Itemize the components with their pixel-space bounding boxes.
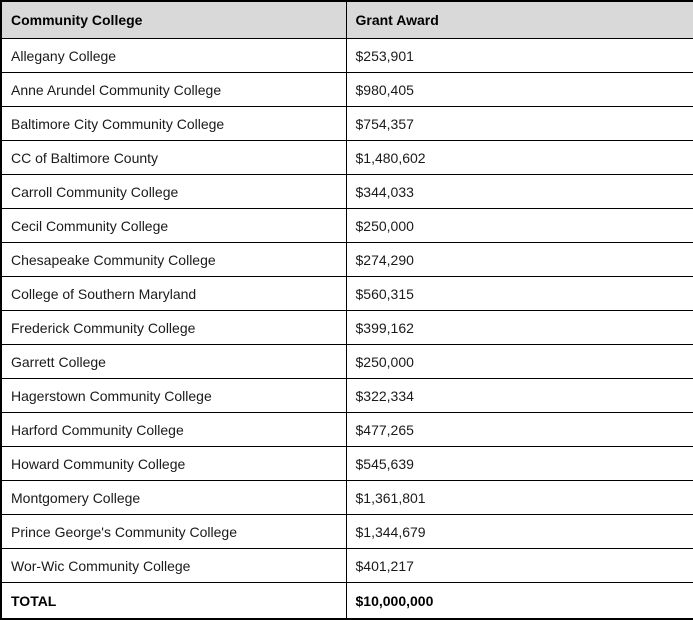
college-name-cell: Frederick Community College — [0, 310, 347, 345]
grant-award-cell: $545,639 — [345, 446, 693, 481]
total-row: TOTAL $10,000,000 — [0, 582, 693, 620]
table-row: Garrett College $250,000 — [0, 344, 693, 379]
grant-award-cell: $253,901 — [345, 38, 693, 73]
total-award-cell: $10,000,000 — [345, 582, 693, 620]
grant-award-cell: $754,357 — [345, 106, 693, 141]
table-row: Allegany College $253,901 — [0, 38, 693, 73]
college-name-cell: CC of Baltimore County — [0, 140, 347, 175]
grant-award-cell: $477,265 — [345, 412, 693, 447]
grant-award-cell: $250,000 — [345, 344, 693, 379]
table-row: Chesapeake Community College $274,290 — [0, 242, 693, 277]
grant-award-cell: $322,334 — [345, 378, 693, 413]
table-body: Allegany College $253,901 Anne Arundel Com… — [0, 38, 693, 583]
college-name-cell: Allegany College — [0, 38, 347, 73]
grant-award-cell: $1,361,801 — [345, 480, 693, 515]
college-name-cell: Baltimore City Community College — [0, 106, 347, 141]
college-name-cell: Carroll Community College — [0, 174, 347, 209]
table-row: Cecil Community College $250,000 — [0, 208, 693, 243]
column-header-grant-award: Grant Award — [345, 0, 693, 39]
table-row: Baltimore City Community College $754,357 — [0, 106, 693, 141]
grant-award-cell: $344,033 — [345, 174, 693, 209]
grant-award-cell: $401,217 — [345, 548, 693, 583]
grant-award-cell: $274,290 — [345, 242, 693, 277]
college-name-cell: Cecil Community College — [0, 208, 347, 243]
college-name-cell: Montgomery College — [0, 480, 347, 515]
college-name-cell: Anne Arundel Community College — [0, 72, 347, 107]
header-row: Community College Grant Award — [0, 0, 693, 39]
table-row: Wor-Wic Community College $401,217 — [0, 548, 693, 583]
total-label-cell: TOTAL — [0, 582, 347, 620]
table-row: Anne Arundel Community College $980,405 — [0, 72, 693, 107]
college-name-cell: Prince George's Community College — [0, 514, 347, 549]
table-row: Frederick Community College $399,162 — [0, 310, 693, 345]
college-name-cell: Howard Community College — [0, 446, 347, 481]
grant-award-cell: $1,480,602 — [345, 140, 693, 175]
table-row: Montgomery College $1,361,801 — [0, 480, 693, 515]
college-name-cell: Wor-Wic Community College — [0, 548, 347, 583]
college-name-cell: Chesapeake Community College — [0, 242, 347, 277]
college-name-cell: Harford Community College — [0, 412, 347, 447]
table-row: Howard Community College $545,639 — [0, 446, 693, 481]
table-row: CC of Baltimore County $1,480,602 — [0, 140, 693, 175]
table-row: Prince George's Community College $1,344,… — [0, 514, 693, 549]
college-name-cell: College of Southern Maryland — [0, 276, 347, 311]
grant-award-cell: $250,000 — [345, 208, 693, 243]
column-header-community-college: Community College — [0, 0, 347, 39]
grant-award-cell: $980,405 — [345, 72, 693, 107]
grant-award-cell: $1,344,679 — [345, 514, 693, 549]
grant-award-cell: $560,315 — [345, 276, 693, 311]
table-row: Harford Community College $477,265 — [0, 412, 693, 447]
grant-award-cell: $399,162 — [345, 310, 693, 345]
table-row: College of Southern Maryland $560,315 — [0, 276, 693, 311]
table-row: Hagerstown Community College $322,334 — [0, 378, 693, 413]
table-row: Carroll Community College $344,033 — [0, 174, 693, 209]
college-name-cell: Hagerstown Community College — [0, 378, 347, 413]
college-name-cell: Garrett College — [0, 344, 347, 379]
